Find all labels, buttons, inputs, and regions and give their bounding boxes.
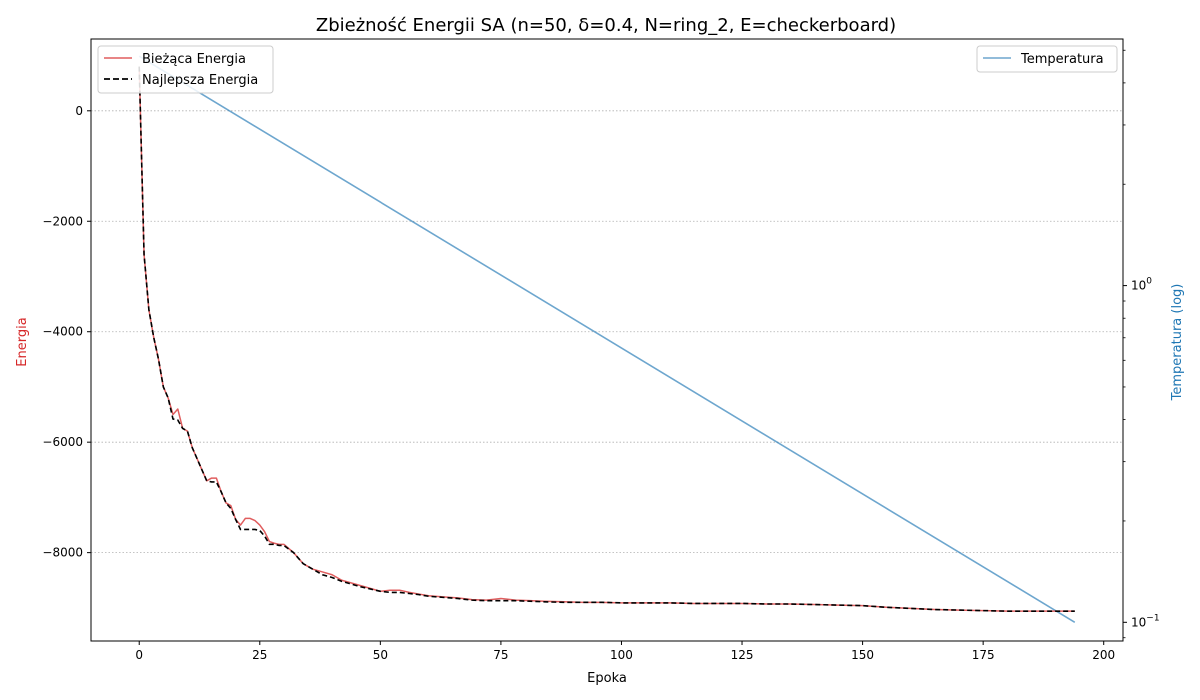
y-tick-label-left: 0	[75, 104, 83, 118]
y-tick-label-right-exponent: −1	[1146, 613, 1159, 623]
x-tick-label: 200	[1092, 648, 1115, 662]
legend-energy-box	[97, 45, 274, 94]
x-tick-label: 150	[851, 648, 874, 662]
legend-temperature-box	[976, 45, 1118, 73]
grid-lines	[91, 110, 1123, 554]
y-axis-left: 0 −2000 −4000 −6000 −8000	[42, 104, 91, 560]
legend-temperature-label: Temperatura	[1020, 52, 1104, 67]
x-axis: 0 25 50 75 100 125 150 175 200	[135, 641, 1115, 662]
series-temperature-line	[138, 55, 1076, 623]
y-axis-label-right: Temperatura (log)	[1170, 284, 1185, 402]
x-axis-label: Epoka	[587, 671, 627, 686]
y-tick-label-right-exponent: 0	[1146, 277, 1152, 287]
y-tick-label-left: −6000	[42, 435, 83, 449]
y-axis-label-left: Energia	[15, 317, 30, 366]
chart-title: Zbieżność Energii SA (n=50, δ=0.4, N=rin…	[316, 15, 896, 36]
series-lines	[138, 55, 1076, 623]
y-tick-label-left: −2000	[42, 214, 83, 228]
y-tick-label-left: −4000	[42, 325, 83, 339]
x-tick-label: 75	[493, 648, 508, 662]
x-tick-label: 50	[373, 648, 388, 662]
x-tick-label: 0	[135, 648, 143, 662]
x-tick-label: 25	[252, 648, 267, 662]
legend-best-label: Najlepsza Energia	[142, 73, 258, 88]
legend-temperature: Temperatura	[976, 45, 1118, 73]
series-best-energy-line	[138, 66, 1075, 612]
x-tick-label: 125	[731, 648, 754, 662]
legend-current-label: Bieżąca Energia	[142, 52, 246, 67]
y-tick-label-left: −8000	[42, 546, 83, 560]
legend-energy: Bieżąca Energia Najlepsza Energia	[97, 45, 274, 94]
plot-frame	[90, 38, 1124, 642]
x-tick-label: 100	[610, 648, 633, 662]
x-tick-label: 175	[972, 648, 995, 662]
